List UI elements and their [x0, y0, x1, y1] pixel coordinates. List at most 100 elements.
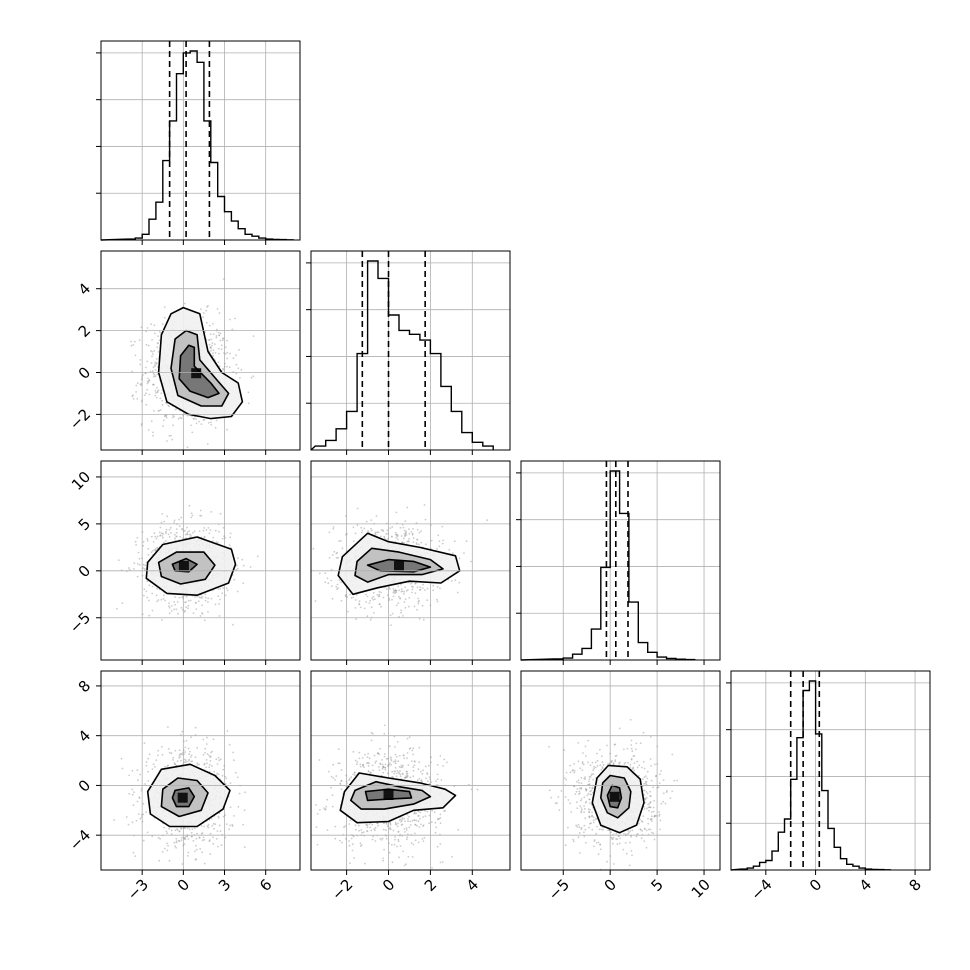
scatter-point — [163, 541, 165, 544]
scatter-point — [165, 416, 168, 419]
contour-line — [178, 344, 220, 399]
scatter-point — [207, 823, 210, 826]
scatter-point — [397, 538, 399, 541]
scatter-point — [182, 749, 185, 752]
density-peak — [177, 792, 188, 803]
scatter-point — [211, 765, 213, 767]
scatter-point — [348, 840, 350, 842]
scatter-point — [404, 598, 407, 601]
scatter-point — [143, 742, 146, 744]
scatter-point — [403, 529, 406, 532]
scatter-point — [138, 813, 140, 815]
scatter-point — [352, 540, 355, 543]
scatter-point — [388, 586, 391, 589]
scatter-point — [209, 880, 211, 882]
scatter-point — [156, 346, 159, 349]
scatter-point — [238, 349, 241, 351]
scatter-point — [157, 754, 159, 757]
scatter-point — [214, 351, 217, 354]
scatter-point — [429, 604, 432, 607]
scatter-point — [174, 749, 177, 752]
scatter-point — [235, 354, 237, 357]
scatter-point — [166, 832, 169, 835]
scatter-point — [166, 765, 169, 767]
scatter-point — [113, 819, 115, 821]
scatter-point — [139, 383, 142, 386]
scatter-point — [407, 589, 409, 591]
scatter-point — [396, 770, 399, 772]
scatter-point — [193, 827, 196, 830]
scatter-point — [436, 773, 439, 776]
scatter-point — [232, 751, 235, 754]
scatter-point — [237, 567, 239, 570]
scatter-point — [185, 595, 188, 598]
scatter-point — [206, 736, 208, 739]
scatter-point — [402, 754, 405, 757]
scatter-point — [340, 788, 343, 791]
scatter-point — [395, 511, 398, 514]
scatter-point — [173, 533, 176, 536]
scatter-point — [205, 309, 208, 312]
density-peak — [394, 561, 404, 571]
scatter-point — [386, 825, 389, 828]
scatter-point — [386, 594, 389, 597]
scatter-point — [394, 591, 396, 593]
scatter-point — [423, 836, 426, 839]
scatter-point — [394, 753, 397, 756]
scatter-point — [393, 843, 396, 846]
scatter-point — [388, 842, 390, 845]
scatter-point — [419, 586, 422, 588]
scatter-point — [398, 615, 400, 618]
scatter-point — [212, 333, 215, 335]
scatter-point — [155, 358, 158, 360]
scatter-point — [643, 776, 646, 778]
density-layer — [116, 504, 259, 626]
x-tick-label: 0 — [379, 876, 398, 895]
scatter-point — [330, 786, 332, 789]
scatter-point — [318, 572, 321, 575]
scatter-point — [204, 752, 207, 754]
scatter-point — [161, 851, 164, 853]
density-layer — [315, 724, 479, 869]
panel-frame — [520, 460, 721, 661]
scatter-point — [168, 827, 171, 830]
scatter-point — [140, 814, 143, 816]
scatter-point — [146, 380, 149, 383]
scatter-point — [148, 393, 151, 396]
scatter-point — [170, 434, 172, 437]
scatter-point — [362, 831, 365, 834]
scatter-point — [218, 817, 220, 819]
scatter-point — [202, 529, 205, 532]
scatter-point — [186, 760, 189, 763]
scatter-point — [158, 331, 161, 333]
scatter-point — [217, 331, 220, 334]
scatter-point — [378, 590, 381, 593]
scatter-point — [212, 352, 214, 354]
scatter-point — [229, 536, 232, 539]
scatter-point — [348, 823, 351, 825]
scatter-point — [658, 815, 661, 817]
scatter-point — [228, 366, 231, 369]
scatter-point — [656, 763, 659, 765]
scatter-point — [165, 830, 168, 833]
scatter-point — [405, 829, 408, 831]
contour-line — [364, 788, 413, 802]
scatter-point — [209, 760, 212, 762]
contour-line — [171, 557, 198, 573]
scatter-point — [210, 755, 212, 758]
scatter-point — [150, 362, 153, 364]
scatter-point — [199, 847, 202, 850]
scatter-point — [159, 534, 162, 536]
scatter-point — [215, 837, 218, 840]
scatter-point — [379, 837, 382, 840]
scatter-point — [428, 822, 430, 824]
scatter-point — [453, 540, 456, 543]
scatter-point — [331, 805, 334, 808]
y-tick-label: 0 — [75, 562, 94, 581]
scatter-point — [180, 753, 183, 755]
scatter-point — [418, 826, 421, 829]
scatter-point — [439, 861, 442, 864]
scatter-point — [214, 426, 217, 429]
scatter-point — [658, 811, 660, 813]
